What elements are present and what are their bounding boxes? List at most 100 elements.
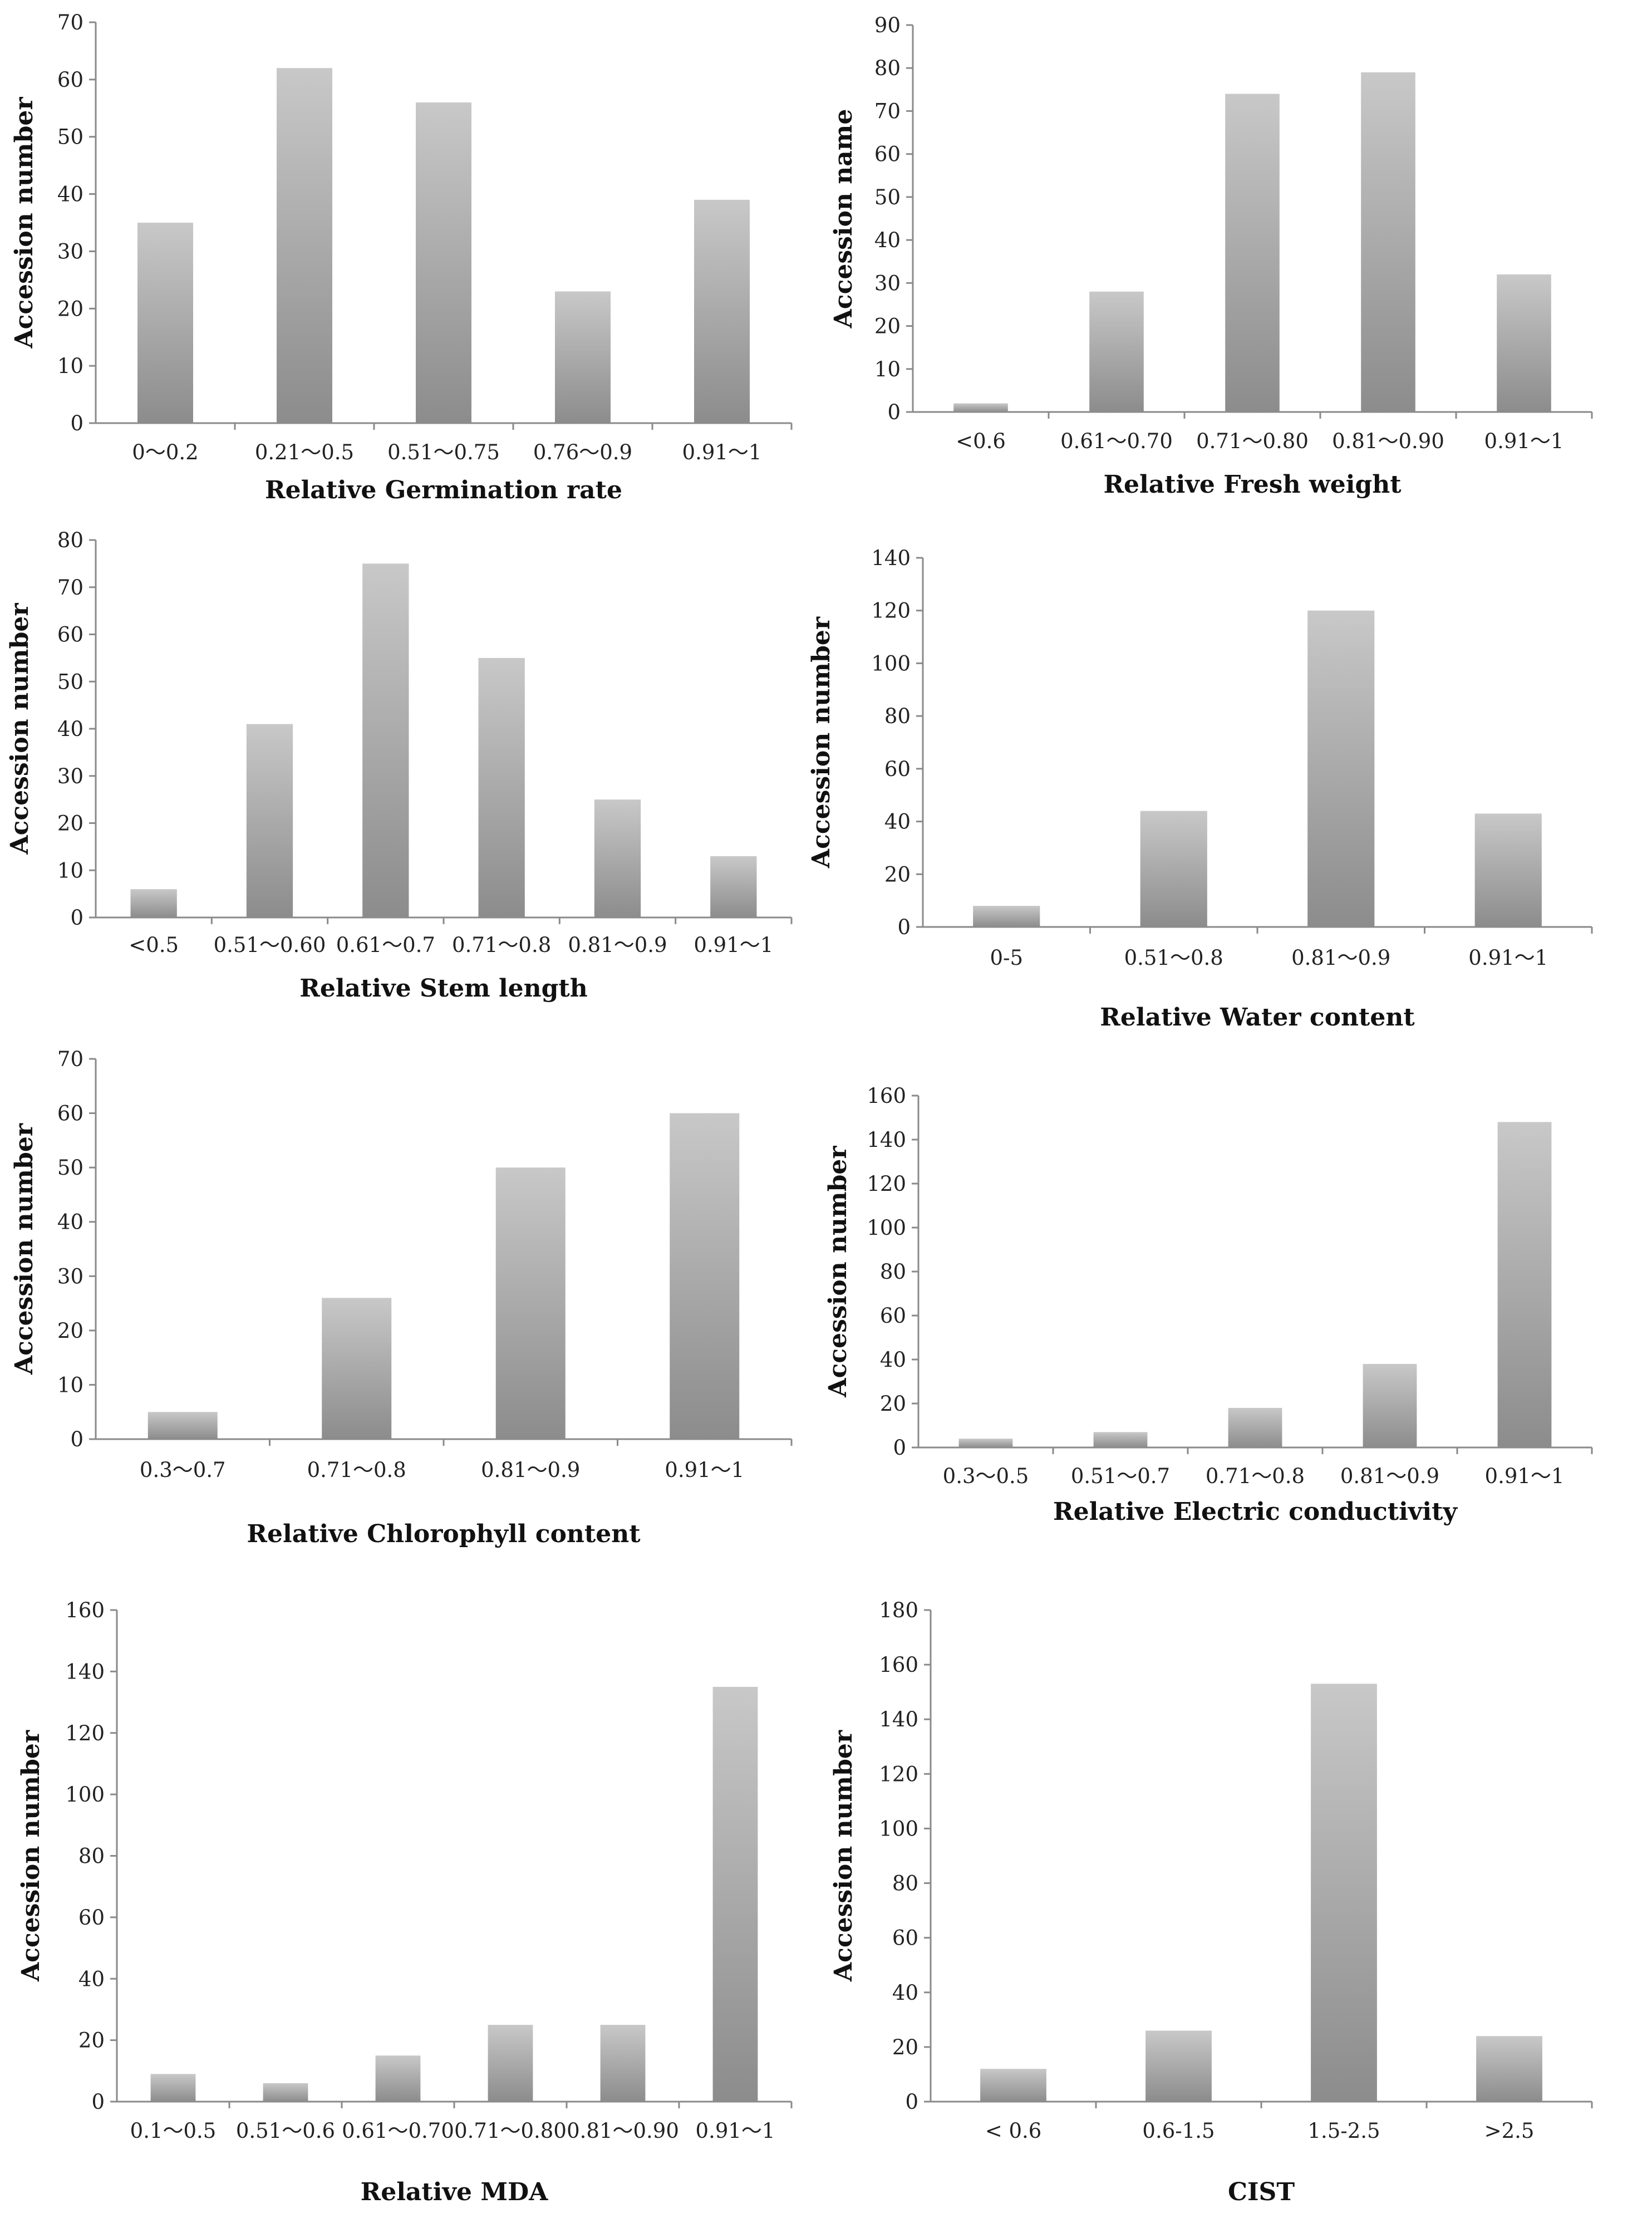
bar-2 <box>1140 811 1207 927</box>
y-tick-label: 30 <box>57 239 83 263</box>
y-tick-label: 10 <box>57 1373 83 1397</box>
x-tick-label: 0.91～1 <box>665 1458 744 1482</box>
x-tick-label: 0.91～1 <box>696 2119 775 2143</box>
bar-3 <box>1225 94 1280 413</box>
bar-6 <box>710 856 757 917</box>
bar-2 <box>322 1298 392 1439</box>
y-tick-label: 0 <box>893 1436 906 1460</box>
x-axis-title: Relative Water content <box>1100 1003 1415 1032</box>
x-tick-label: < 0.6 <box>985 2119 1042 2143</box>
y-tick-label: 50 <box>57 670 83 694</box>
bar-3 <box>416 102 471 423</box>
y-tick-label: 60 <box>57 1102 83 1126</box>
y-tick-label: 20 <box>78 2029 105 2053</box>
x-tick-label: 0.71～0.80 <box>1196 429 1309 453</box>
bar-3 <box>1228 1407 1282 1447</box>
bar-2 <box>246 724 293 917</box>
y-tick-label: 140 <box>867 1128 906 1152</box>
y-tick-label: 60 <box>892 1926 918 1950</box>
y-tick-label: 80 <box>874 56 901 80</box>
y-tick-label: 70 <box>874 99 901 123</box>
y-tick-label: 20 <box>892 2035 918 2059</box>
x-tick-label: 0.51～0.6 <box>236 2119 335 2143</box>
y-tick-label: 140 <box>65 1660 105 1684</box>
y-tick-label: 0 <box>70 1427 83 1451</box>
x-tick-label: 0.71～0.8 <box>1206 1464 1305 1488</box>
x-tick-label: 0.3～0.7 <box>140 1458 226 1482</box>
bar-1 <box>953 403 1008 412</box>
x-tick-label: 0.81～0.9 <box>1340 1464 1439 1488</box>
y-tick-label: 100 <box>879 1817 918 1841</box>
x-tick-label: 0.91～1 <box>1485 1464 1565 1488</box>
y-tick-label: 120 <box>65 1721 105 1745</box>
y-tick-label: 60 <box>884 757 911 781</box>
y-tick-label: 20 <box>57 812 83 836</box>
bar-2 <box>1093 1432 1148 1447</box>
x-tick-label: 0.51～0.7 <box>1071 1464 1170 1488</box>
chart-panel-8: 0 20 40 60 80 100 120 140 160 180 < 0.6 0.6-1.5 1.5-… <box>829 1598 1593 2206</box>
y-tick-label: 100 <box>65 1783 105 1807</box>
y-tick-label: 0 <box>897 915 911 939</box>
x-tick-label: 0.61～0.70 <box>342 2119 454 2143</box>
y-tick-label: 10 <box>874 357 901 381</box>
y-axis-title: Accession number <box>17 1730 45 1982</box>
x-tick-label: 0.1～0.5 <box>130 2119 217 2143</box>
bar-4 <box>1476 2036 1542 2102</box>
y-tick-label: 140 <box>871 546 911 570</box>
x-tick-label: 0.81～0.90 <box>1332 429 1444 453</box>
x-tick-label: 0.81～0.90 <box>567 2119 679 2143</box>
y-tick-label: 120 <box>867 1172 906 1196</box>
bar-5 <box>594 799 641 917</box>
bar-4 <box>670 1113 740 1439</box>
y-tick-label: 40 <box>78 1967 105 1991</box>
x-axis-title: Relative Fresh weight <box>1103 470 1402 499</box>
x-tick-label: 0.51～0.60 <box>214 933 326 957</box>
y-tick-label: 70 <box>57 11 83 35</box>
y-axis-title: Accession name <box>829 109 858 329</box>
x-axis-title: CIST <box>1228 2178 1295 2206</box>
x-tick-label: 0.91～1 <box>694 933 773 957</box>
y-tick-label: 20 <box>884 862 911 886</box>
y-tick-label: 120 <box>879 1762 918 1786</box>
y-tick-label: 20 <box>57 1319 83 1343</box>
x-tick-label: 0.81～0.9 <box>1291 946 1390 970</box>
bar-6 <box>712 1686 758 2102</box>
bar-3 <box>495 1167 566 1439</box>
bar-3 <box>1311 1684 1377 2102</box>
y-axis-title: Accession number <box>807 616 835 868</box>
bar-4 <box>1474 813 1542 927</box>
x-axis-title: Relative Stem length <box>299 974 587 1003</box>
chart-panel-5: 0 10 20 30 40 50 60 70 0.3～0.7 0.71～0.8 0.81～0.9 0.… <box>10 1047 793 1548</box>
y-tick-label: 90 <box>874 13 901 37</box>
x-tick-label: 0.6-1.5 <box>1142 2119 1215 2143</box>
y-tick-label: 160 <box>867 1084 906 1108</box>
y-tick-label: 160 <box>65 1598 105 1622</box>
x-tick-label: 0-5 <box>990 946 1023 970</box>
x-tick-label: 0.91～1 <box>1468 946 1548 970</box>
x-tick-label: >2.5 <box>1484 2119 1535 2143</box>
y-tick-label: 70 <box>57 1047 83 1071</box>
x-tick-label: 0.61～0.70 <box>1060 429 1173 453</box>
y-tick-label: 40 <box>892 1981 918 2005</box>
y-tick-label: 30 <box>874 271 901 295</box>
y-tick-label: 60 <box>57 68 83 92</box>
y-tick-label: 40 <box>874 228 901 252</box>
y-tick-label: 40 <box>880 1348 906 1372</box>
x-tick-label: 1.5-2.5 <box>1307 2119 1380 2143</box>
x-tick-label: 0.71～0.8 <box>307 1458 406 1482</box>
bar-4 <box>1363 1363 1417 1447</box>
y-axis-title: Accession number <box>824 1146 852 1398</box>
bar-5 <box>600 2025 646 2102</box>
y-tick-label: 100 <box>867 1216 906 1240</box>
y-tick-label: 50 <box>874 185 901 209</box>
x-tick-label: 0.76～0.9 <box>533 440 632 464</box>
y-tick-label: 20 <box>880 1392 906 1416</box>
y-tick-label: 60 <box>874 143 901 166</box>
y-tick-label: 100 <box>871 651 911 675</box>
y-axis-title: Accession number <box>829 1730 858 1982</box>
y-tick-label: 50 <box>57 125 83 149</box>
bar-4 <box>555 291 611 423</box>
y-tick-label: 120 <box>871 599 911 623</box>
y-tick-label: 10 <box>57 858 83 882</box>
